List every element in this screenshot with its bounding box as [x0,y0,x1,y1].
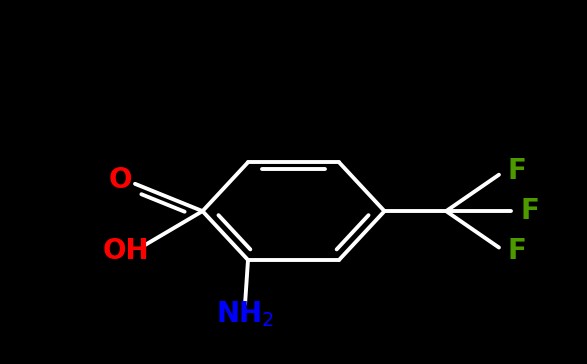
Text: O: O [109,166,132,194]
Text: OH: OH [103,237,150,265]
Text: F: F [507,157,526,185]
Text: NH$_2$: NH$_2$ [216,300,274,329]
Text: F: F [507,237,526,265]
Text: F: F [520,197,539,225]
